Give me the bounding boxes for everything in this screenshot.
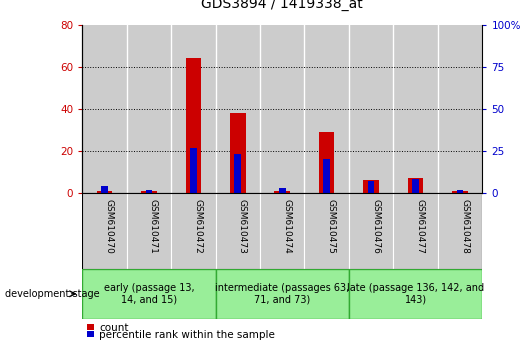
Bar <box>279 188 286 193</box>
Bar <box>393 193 438 269</box>
Bar <box>216 193 260 269</box>
Bar <box>127 25 171 193</box>
FancyBboxPatch shape <box>349 269 482 319</box>
Bar <box>216 25 260 193</box>
Bar <box>96 191 112 193</box>
Text: development stage: development stage <box>5 289 100 299</box>
Text: GSM610477: GSM610477 <box>416 199 425 254</box>
Bar <box>190 148 197 193</box>
Bar <box>186 58 201 193</box>
Bar <box>364 180 379 193</box>
Text: GSM610478: GSM610478 <box>460 199 469 254</box>
Bar <box>146 190 152 193</box>
Text: GSM610476: GSM610476 <box>371 199 380 254</box>
FancyBboxPatch shape <box>82 269 216 319</box>
Text: GDS3894 / 1419338_at: GDS3894 / 1419338_at <box>201 0 363 11</box>
Bar <box>323 159 330 193</box>
Bar <box>171 193 216 269</box>
Bar <box>234 154 241 193</box>
Text: intermediate (passages 63,
71, and 73): intermediate (passages 63, 71, and 73) <box>215 283 349 305</box>
Bar <box>408 178 423 193</box>
Bar <box>260 193 304 269</box>
Bar <box>141 191 157 193</box>
Bar <box>260 25 304 193</box>
Bar <box>438 25 482 193</box>
Bar <box>304 193 349 269</box>
Text: GSM610475: GSM610475 <box>326 199 335 254</box>
Bar <box>87 331 94 337</box>
Bar <box>101 186 108 193</box>
Bar <box>87 324 94 330</box>
Text: percentile rank within the sample: percentile rank within the sample <box>99 330 275 340</box>
FancyBboxPatch shape <box>216 269 349 319</box>
Text: GSM610470: GSM610470 <box>104 199 113 254</box>
Text: early (passage 13,
14, and 15): early (passage 13, 14, and 15) <box>103 283 194 305</box>
Bar <box>82 25 127 193</box>
Bar <box>368 181 375 193</box>
Text: GSM610471: GSM610471 <box>149 199 158 254</box>
Bar <box>275 191 290 193</box>
Bar <box>82 193 127 269</box>
Bar <box>304 25 349 193</box>
Bar <box>230 113 245 193</box>
Bar <box>438 193 482 269</box>
Text: GSM610473: GSM610473 <box>238 199 247 254</box>
Bar <box>127 193 171 269</box>
Text: late (passage 136, 142, and
143): late (passage 136, 142, and 143) <box>347 283 484 305</box>
Bar <box>457 190 463 193</box>
Bar <box>393 25 438 193</box>
Bar <box>171 25 216 193</box>
Bar <box>412 179 419 193</box>
Bar <box>349 193 393 269</box>
Bar <box>319 132 334 193</box>
Bar <box>349 25 393 193</box>
Text: GSM610474: GSM610474 <box>282 199 291 254</box>
Text: GSM610472: GSM610472 <box>193 199 202 254</box>
Text: count: count <box>99 323 129 333</box>
Bar <box>452 191 468 193</box>
